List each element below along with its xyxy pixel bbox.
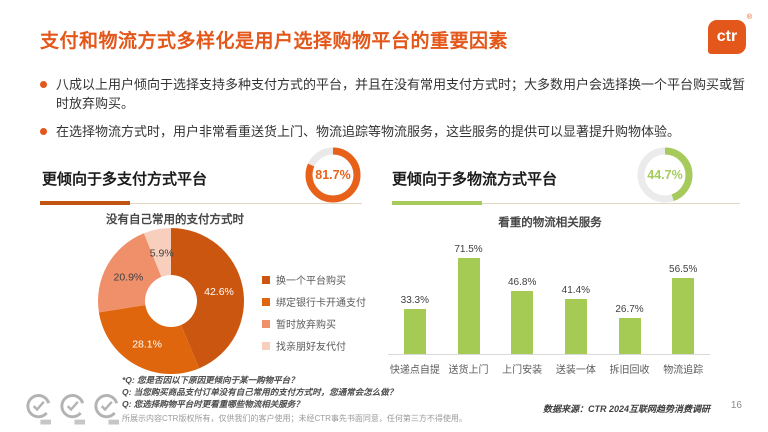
bullet-dot-icon (40, 81, 47, 88)
bar (403, 309, 426, 354)
legend-label: 找亲朋好友代付 (276, 342, 346, 353)
legend-item: 绑定银行卡开通支付 (262, 294, 366, 309)
logistics-bar-chart: 33.3% 71.5% 46.8% 41.4% 26.7% 56.5% 快递点自提 送货上门… (388, 232, 710, 376)
question-note: Q: 您选择购物平台时更看重哪些物流相关服务？ (122, 399, 304, 409)
bar-value-label: 26.7% (615, 304, 644, 316)
bar-column: 71.5% (442, 244, 496, 354)
ctr-logo: ctr (708, 20, 746, 54)
legend-swatch-icon (262, 275, 270, 284)
bar-column: 41.4% (549, 284, 603, 354)
registered-mark: ® (746, 14, 752, 21)
svg-text:28.1%: 28.1% (132, 338, 162, 350)
question-note: *Q: 您是否因以下原因更倾向于某一购物平台？ (122, 375, 299, 385)
bar-column: 26.7% (603, 304, 657, 354)
legend-swatch-icon (262, 341, 270, 350)
bar-category-label: 送装一体 (555, 365, 596, 376)
bullet-dot-icon (40, 127, 47, 135)
bar-plot-area: 33.3% 71.5% 46.8% 41.4% 26.7% 56.5% (388, 232, 710, 355)
legend-swatch-icon (262, 297, 270, 306)
bar (672, 278, 695, 354)
logistics-panel-header: 更倾向于多物流方式平台 (392, 171, 558, 188)
bar (564, 298, 587, 354)
bar-value-label: 56.5% (669, 264, 698, 276)
bar-value-label: 71.5% (454, 244, 483, 256)
bar-category-label: 快递点自提 (389, 365, 440, 376)
bar-value-label: 33.3% (400, 295, 430, 307)
bullet-item: 八成以上用户倾向于选择支持多种支付方式的平台，并且在没有常用支付方式时；大多数用… (40, 76, 746, 114)
certification-check-icon (26, 394, 52, 425)
certification-logos (24, 392, 121, 428)
bar (511, 291, 534, 354)
payment-donut-legend: 换一个平台购买绑定银行卡开通支付 暂时放弃购买 找亲朋好友代付 (262, 272, 366, 360)
data-source: 数据来源：CTR 2024互联网趋势消费调研 (542, 404, 710, 414)
ctr-logo-text: ctr (716, 28, 738, 45)
svg-text:44.7%: 44.7% (647, 168, 682, 182)
bar (457, 258, 480, 354)
summary-bullets: 八成以上用户倾向于选择支持多种支付方式的平台，并且在没有常用支付方式时；大多数用… (40, 76, 746, 151)
logistics-gauge-chart: 44.7% (637, 147, 693, 203)
payment-divider (40, 200, 362, 206)
bar-category-axis: 快递点自提 送货上门 上门安装 送装一体 拆旧回收 物流追踪 (388, 355, 710, 376)
payment-chart-title: 没有自己常用的支付方式时 (106, 214, 244, 226)
payment-panel-header: 更倾向于多支付方式平台 (42, 171, 208, 188)
copyright-disclaimer: 所展示内容CTR版权所有，仅供我们的客户使用；未经CTR事先书面同意，任何第三方… (122, 414, 467, 423)
bar-column: 46.8% (495, 277, 549, 354)
payment-gauge-chart: 81.7% (305, 147, 361, 203)
svg-text:42.6%: 42.6% (204, 286, 234, 298)
legend-swatch-icon (262, 319, 270, 328)
bullet-text: 八成以上用户倾向于选择支持多种支付方式的平台，并且在没有常用支付方式时；大多数用… (56, 77, 746, 111)
bar (618, 318, 641, 354)
legend-item: 找亲朋好友代付 (262, 338, 366, 353)
page-title: 支付和物流方式多样化是用户选择购物平台的重要因素 (40, 31, 509, 52)
bar-category-label: 送货上门 (448, 365, 489, 376)
legend-label: 绑定银行卡开通支付 (276, 298, 366, 309)
bar-category-label: 上门安装 (502, 365, 543, 376)
bar-column: 33.3% (388, 295, 442, 354)
legend-item: 换一个平台购买 (262, 272, 366, 287)
legend-label: 暂时放弃购买 (276, 320, 336, 331)
svg-text:5.9%: 5.9% (150, 247, 174, 259)
question-note: Q: 当您购买商品支付订单没有自己常用的支付方式时，您通常会怎么做？ (122, 387, 398, 397)
logistics-divider (392, 200, 740, 206)
legend-label: 换一个平台购买 (276, 276, 346, 287)
survey-question-notes: *Q: 您是否因以下原因更倾向于某一购物平台？ Q: 当您购买商品支付订单没有自… (122, 374, 397, 410)
bar-category-label: 物流追踪 (663, 365, 704, 376)
legend-item: 暂时放弃购买 (262, 316, 366, 331)
svg-text:81.7%: 81.7% (315, 168, 350, 182)
logistics-chart-title: 看重的物流相关服务 (498, 217, 602, 229)
certification-check-icon (94, 394, 120, 425)
payment-donut-chart: 42.6% 28.1% 20.9% 5.9% (98, 228, 244, 374)
bar-column: 56.5% (656, 264, 710, 354)
bar-category-label: 拆旧回收 (609, 365, 650, 376)
bar-value-label: 41.4% (561, 284, 591, 296)
page-number: 16 (730, 400, 742, 411)
svg-text:20.9%: 20.9% (114, 271, 144, 283)
bullet-item: 在选择物流方式时，用户非常看重送货上门、物流追踪等物流服务，这些服务的提供可以显… (40, 123, 746, 142)
bar-value-label: 46.8% (508, 277, 537, 289)
bullet-text: 在选择物流方式时，用户非常看重送货上门、物流追踪等物流服务，这些服务的提供可以显… (56, 123, 681, 139)
certification-check-icon (60, 394, 86, 425)
